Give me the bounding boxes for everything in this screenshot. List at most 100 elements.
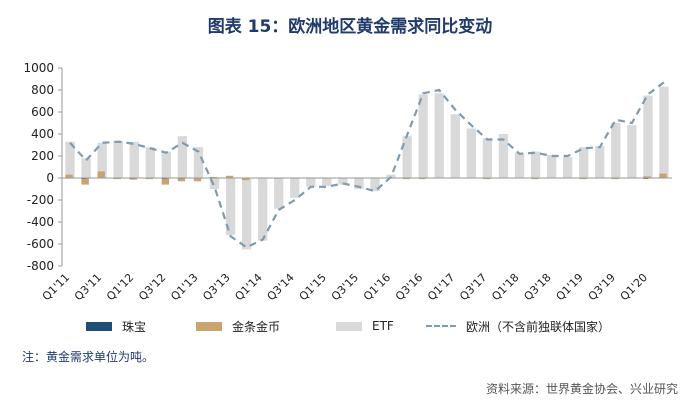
bars-coins-bar (579, 178, 587, 180)
etf-bar (579, 147, 589, 178)
x-tick-label: Q3'13 (200, 271, 232, 303)
bars-coins-bar (81, 178, 89, 185)
bars-coins-bar (193, 178, 202, 182)
legend-label-europe: 欧洲（不含前独联体国家） (466, 319, 611, 334)
y-tick-label: 800 (31, 83, 54, 97)
bars-coins-bar (241, 178, 250, 181)
bars-coins-bar (402, 178, 410, 180)
chart-title: 图表 15：欧洲地区黄金需求同比变动 (207, 17, 493, 37)
europe-demand-line (69, 81, 665, 249)
y-tick-label: 600 (31, 105, 54, 119)
etf-bar (595, 146, 605, 178)
y-tick-label: -600 (27, 237, 54, 251)
bars-coins-bar (177, 178, 186, 182)
etf-bar (643, 95, 653, 178)
x-tick-label: Q3'12 (136, 271, 168, 303)
etf-bar (322, 178, 332, 186)
x-tick-label: Q3'17 (457, 271, 489, 303)
y-tick-label: 0 (46, 171, 54, 185)
x-tick-label: Q1'17 (425, 271, 457, 303)
etf-bar (129, 141, 139, 178)
x-tick-label: Q1'15 (297, 271, 329, 303)
etf-bar (177, 136, 188, 178)
etf-bar (611, 123, 621, 178)
etf-bar (193, 147, 204, 178)
etf-bar (546, 154, 557, 178)
legend-item-jewelry: 珠宝 (86, 316, 146, 336)
legend-label-jewelry: 珠宝 (122, 319, 147, 334)
x-tick-label: Q1'14 (232, 271, 264, 303)
y-tick-label: -800 (27, 259, 54, 273)
etf-bar (450, 114, 460, 178)
y-tick-label: -200 (27, 193, 54, 207)
chart-legend: 珠宝 金条金币 ETF 欧洲（不含前独联体国家） (86, 316, 686, 336)
etf-bar (514, 152, 525, 178)
y-tick-label: -400 (27, 215, 54, 229)
etf-bar (338, 178, 348, 185)
etf-bar (466, 128, 476, 178)
legend-label-bars-coins: 金条金币 (232, 319, 281, 334)
y-tick-label: 1000 (23, 61, 54, 75)
chart-source: 资料来源：世界黄金协会、兴业研究 (485, 382, 678, 396)
legend-swatch-europe (426, 325, 456, 327)
x-tick-label: Q3'18 (521, 271, 553, 303)
etf-bar (209, 178, 220, 189)
etf-bar (258, 178, 268, 241)
etf-bar (482, 138, 493, 178)
etf-bar (402, 136, 412, 178)
etf-bar (370, 178, 380, 192)
etf-bar (659, 86, 669, 178)
bars-coins-bar (530, 178, 539, 180)
legend-swatch-bars-coins (196, 321, 222, 331)
bars-coins-bar (643, 176, 651, 178)
legend-item-etf: ETF (336, 316, 394, 336)
etf-bar (274, 178, 284, 209)
etf-bar (434, 93, 444, 178)
x-tick-label: Q3'14 (265, 271, 297, 303)
etf-bar (306, 178, 316, 187)
etf-bar (386, 174, 396, 178)
etf-bar (290, 178, 300, 198)
y-tick-label: 200 (31, 149, 54, 163)
legend-label-etf: ETF (372, 319, 394, 333)
etf-bar (81, 158, 91, 178)
x-tick-label: Q1'20 (618, 271, 650, 303)
bars-coins-bar (65, 174, 73, 178)
x-tick-label: Q1'13 (168, 271, 200, 303)
bars-coins-bar (129, 178, 138, 180)
legend-swatch-etf (336, 321, 362, 331)
bars-coins-bar (659, 173, 667, 178)
x-tick-label: Q3'16 (393, 271, 425, 303)
etf-bar (627, 125, 637, 178)
legend-item-bars-coins: 金条金币 (196, 316, 280, 336)
chart-note: 注：黄金需求单位为吨。 (22, 350, 155, 364)
x-tick-label: Q1'12 (104, 271, 136, 303)
etf-bar (145, 147, 155, 178)
x-tick-label: Q1'16 (361, 271, 393, 303)
legend-item-europe: 欧洲（不含前独联体国家） (426, 316, 610, 336)
etf-bar (563, 157, 573, 178)
etf-bar (161, 151, 171, 178)
bars-coins-bar (611, 178, 619, 180)
etf-bar (65, 141, 75, 178)
x-tick-label: Q3'19 (586, 271, 618, 303)
etf-bar (97, 142, 107, 178)
etf-bar (113, 140, 123, 178)
bars-coins-bar (418, 178, 426, 180)
bars-coins-bar (97, 171, 105, 178)
x-tick-label: Q3'11 (72, 271, 104, 303)
etf-bar (498, 134, 509, 178)
x-tick-label: Q1'18 (489, 271, 521, 303)
bars-coins-bar (482, 178, 491, 180)
y-tick-label: 400 (31, 127, 54, 141)
etf-bar (530, 151, 541, 178)
x-tick-label: Q3'15 (329, 271, 361, 303)
etf-bar (241, 178, 252, 250)
bars-coins-bar (161, 178, 170, 185)
etf-bar (418, 94, 428, 178)
etf-bar (225, 178, 236, 236)
x-tick-label: Q1'19 (554, 271, 586, 303)
etf-bar (354, 178, 364, 189)
legend-swatch-jewelry (86, 321, 112, 331)
